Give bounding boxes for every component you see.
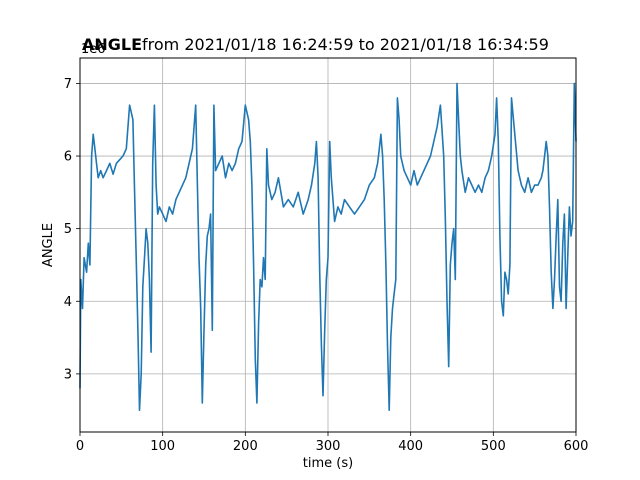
x-tick-label: 200 (233, 439, 258, 454)
y-tick-label: 4 (64, 295, 72, 310)
title-rest-part: from 2021/01/18 16:24:59 to 2021/01/18 1… (142, 35, 549, 54)
x-tick-label: 400 (398, 439, 423, 454)
y-axis: 3 4 5 6 7 (64, 77, 80, 382)
x-tick-label: 0 (76, 439, 84, 454)
series-line (79, 82, 577, 412)
y-tick-label: 6 (64, 150, 72, 165)
title: ANGLE from 2021/01/18 16:24:59 to 2021/0… (82, 35, 549, 54)
x-tick-label: 300 (316, 439, 341, 454)
y-offset-label: 1e6 (81, 42, 106, 57)
title-bold-part: ANGLE (82, 35, 142, 54)
y-tick-label: 3 (64, 367, 72, 382)
y-tick-label: 7 (64, 77, 72, 92)
x-axis-label: time (s) (303, 456, 353, 471)
x-tick-label: 600 (564, 439, 589, 454)
y-tick-label: 5 (64, 222, 72, 237)
x-tick-label: 500 (481, 439, 506, 454)
y-axis-label: ANGLE (41, 223, 56, 267)
x-tick-label: 100 (150, 439, 175, 454)
data-series (79, 82, 577, 412)
x-axis: 0 100 200 300 400 500 600 (76, 432, 589, 454)
